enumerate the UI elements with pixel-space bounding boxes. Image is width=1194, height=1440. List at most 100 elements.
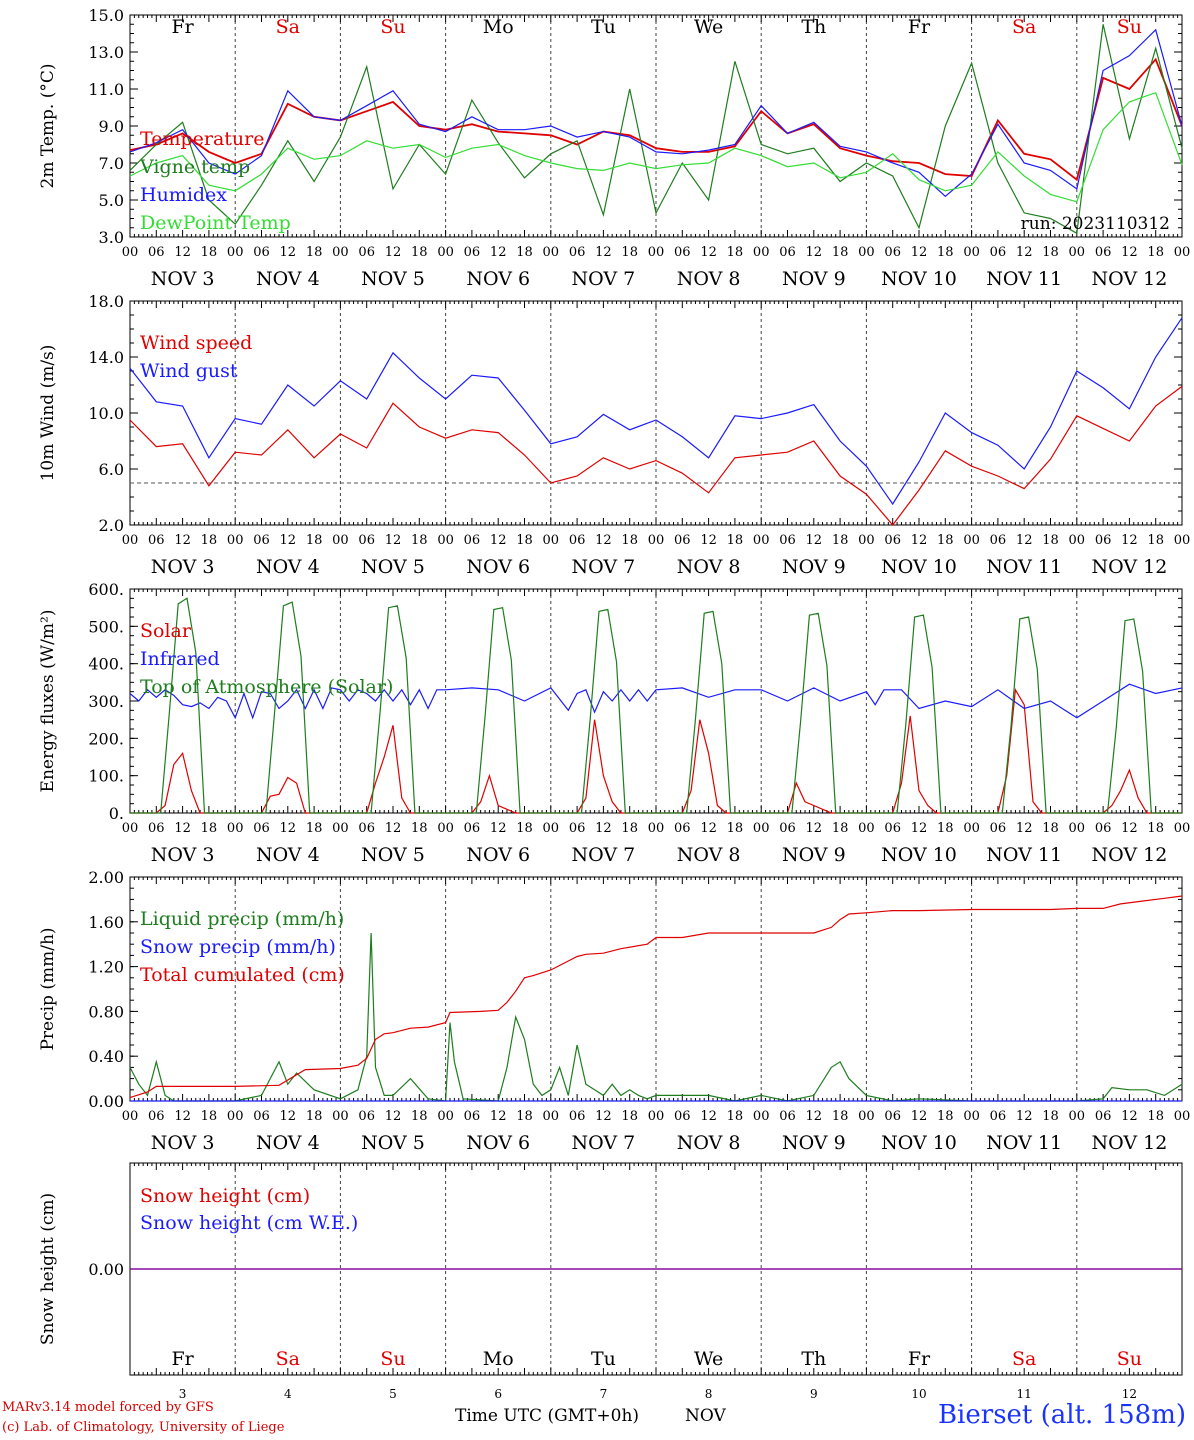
day-name: Su — [380, 16, 405, 38]
hour-tick-label: 18 — [306, 245, 323, 260]
hour-tick-label: 12 — [1121, 533, 1138, 548]
day-name: Fr — [171, 16, 194, 38]
hour-tick-label: 00 — [332, 245, 349, 260]
date-label: NOV 11 — [986, 268, 1062, 290]
hour-tick-label: 12 — [1016, 821, 1033, 836]
panel-snow: 0.00 Snow height (cm) Snow height (cm) Snow… — [38, 1162, 1183, 1401]
date-label: NOV 7 — [572, 268, 636, 290]
date-label: NOV 8 — [677, 844, 741, 866]
y-tick-label: 11.0 — [88, 80, 124, 99]
day-number: 4 — [284, 1387, 292, 1401]
y-tick-label: 13.0 — [88, 43, 124, 62]
hour-tick-label: 06 — [1095, 533, 1112, 548]
hour-tick-label: 00 — [963, 1109, 980, 1124]
hour-tick-label: 00 — [963, 533, 980, 548]
day-name: Mo — [483, 1348, 514, 1370]
hour-tick-label: 06 — [253, 533, 270, 548]
hour-tick-label: 00 — [753, 533, 770, 548]
hour-tick-label: 18 — [306, 1109, 323, 1124]
hour-tick-label: 12 — [280, 821, 297, 836]
hour-tick-label: 18 — [516, 1109, 533, 1124]
hour-tick-label: 12 — [806, 533, 823, 548]
hour-tick-label: 00 — [963, 821, 980, 836]
date-label: NOV 9 — [782, 556, 846, 578]
series-line-blue — [129, 28, 1183, 198]
hour-tick-label: 12 — [806, 821, 823, 836]
y-tick-label: 10.0 — [88, 404, 124, 423]
hour-tick-label: 06 — [674, 533, 691, 548]
hour-tick-label: 12 — [174, 533, 191, 548]
hour-tick-label: 00 — [227, 821, 244, 836]
date-label: NOV 12 — [1091, 844, 1167, 866]
hour-tick-label: 00 — [648, 245, 665, 260]
series-line-red — [129, 895, 1183, 1099]
hour-tick-label: 12 — [1016, 1109, 1033, 1124]
hour-tick-label: 18 — [727, 533, 744, 548]
hour-tick-label: 06 — [779, 245, 796, 260]
hour-tick-label: 12 — [1121, 821, 1138, 836]
date-label: NOV 8 — [677, 556, 741, 578]
hour-tick-label: 12 — [700, 245, 717, 260]
hour-tick-label: 18 — [832, 821, 849, 836]
y-axis-label: Energy fluxes (W/m²) — [38, 610, 58, 793]
date-label: NOV 6 — [466, 1132, 530, 1154]
hour-tick-label: 12 — [700, 821, 717, 836]
hour-tick-label: 06 — [253, 821, 270, 836]
date-label: NOV 5 — [361, 268, 425, 290]
hour-tick-label: 00 — [858, 1109, 875, 1124]
hour-tick-label: 12 — [174, 245, 191, 260]
date-label: NOV 3 — [151, 844, 215, 866]
date-label: NOV 4 — [256, 268, 320, 290]
hour-tick-label: 12 — [911, 533, 928, 548]
hour-tick-label: 18 — [516, 245, 533, 260]
day-name: Tu — [591, 1348, 616, 1370]
hour-tick-label: 00 — [858, 533, 875, 548]
date-label: NOV 12 — [1091, 1132, 1167, 1154]
hour-tick-label: 00 — [963, 245, 980, 260]
legend-entry: Wind gust — [140, 360, 238, 382]
y-tick-label: 300. — [88, 692, 124, 711]
date-label: NOV 12 — [1091, 556, 1167, 578]
model-credit: MARv3.14 model forced by GFS — [2, 1400, 214, 1415]
legend-entry: Top of Atmosphere (Solar) — [140, 676, 393, 698]
hour-tick-label: 06 — [358, 1109, 375, 1124]
hour-tick-label: 00 — [437, 821, 454, 836]
date-label: NOV 3 — [151, 1132, 215, 1154]
hour-tick-label: 12 — [595, 245, 612, 260]
hour-tick-label: 00 — [122, 245, 139, 260]
hour-tick-label: 18 — [832, 533, 849, 548]
hour-tick-label: 00 — [437, 245, 454, 260]
hour-tick-label: 12 — [595, 533, 612, 548]
legend-entry: Infrared — [140, 648, 220, 670]
hour-tick-label: 12 — [385, 821, 402, 836]
hour-tick-label: 06 — [1095, 1109, 1112, 1124]
panel-energy: 0. 100. 200. 300. 400. 500. 600. Energy fluxes … — [38, 580, 1190, 866]
hour-tick-label: 12 — [595, 1109, 612, 1124]
y-tick-label: 0.80 — [88, 1002, 124, 1021]
hour-tick-label: 00 — [1069, 821, 1086, 836]
hour-tick-label: 00 — [1174, 245, 1191, 260]
hour-tick-label: 18 — [1147, 245, 1164, 260]
hour-tick-label: 00 — [1069, 533, 1086, 548]
y-axis-label: Precip (mm/h) — [38, 927, 58, 1050]
hour-tick-label: 18 — [937, 821, 954, 836]
hour-tick-label: 18 — [201, 821, 218, 836]
hour-tick-label: 06 — [674, 1109, 691, 1124]
day-name: Tu — [591, 16, 616, 38]
hour-tick-label: 18 — [411, 1109, 428, 1124]
hour-tick-label: 12 — [1121, 1109, 1138, 1124]
hour-tick-label: 18 — [621, 821, 638, 836]
hour-tick-label: 12 — [1121, 245, 1138, 260]
date-label: NOV 12 — [1091, 268, 1167, 290]
hour-tick-label: 06 — [569, 1109, 586, 1124]
hour-tick-label: 18 — [937, 245, 954, 260]
date-label: NOV 8 — [677, 268, 741, 290]
y-tick-label: 18.0 — [88, 292, 124, 311]
hour-tick-label: 06 — [779, 1109, 796, 1124]
hour-tick-label: 06 — [1095, 245, 1112, 260]
hour-tick-label: 00 — [858, 245, 875, 260]
hour-tick-label: 12 — [595, 821, 612, 836]
hour-tick-label: 00 — [753, 821, 770, 836]
station-label: Bierset (alt. 158m) — [937, 1400, 1186, 1430]
day-number: 3 — [179, 1387, 187, 1401]
